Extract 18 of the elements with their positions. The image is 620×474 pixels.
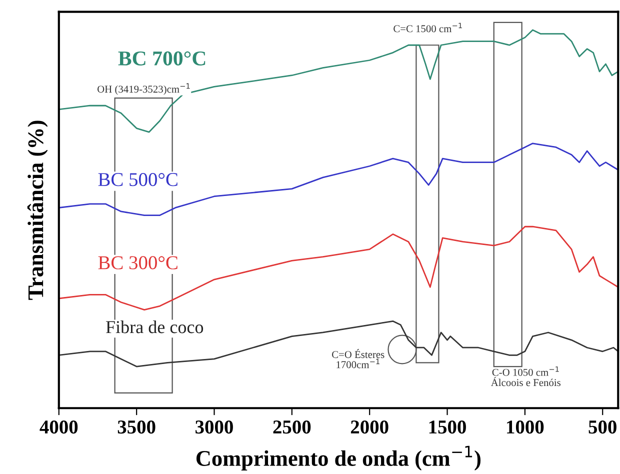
x-tick-label: 2000 bbox=[350, 420, 388, 434]
x-tick-label: 500 bbox=[588, 420, 616, 434]
annotation: C=C 1500 cm$^{−1}$ bbox=[394, 22, 462, 32]
x-tick-label: 1500 bbox=[429, 420, 466, 434]
x-tick-label: 1000 bbox=[507, 420, 544, 434]
annotation: C-O 1050 cm$^{−1}$ Álcoois e Fenóis bbox=[490, 366, 560, 386]
series-label: BC 700°C bbox=[118, 51, 206, 66]
series-label: Fibra de coco bbox=[106, 320, 204, 334]
x-tick-label: 4000 bbox=[40, 420, 78, 434]
series-label: BC 500°C bbox=[98, 172, 178, 186]
annotation: OH (3419-3523)cm$^{−1}$ bbox=[98, 83, 190, 95]
x-axis-title: Comprimento de onda (cm$^{−1}$) bbox=[196, 446, 480, 470]
annotation: C=O Ésteres 1700cm$^{−1}$ bbox=[332, 349, 384, 368]
x-tick-label: 2500 bbox=[273, 420, 311, 434]
y-axis-title: Transmitância (%) bbox=[27, 120, 48, 300]
series-label: BC 300°C bbox=[98, 256, 178, 270]
x-tick-label: 3000 bbox=[196, 420, 233, 434]
x-tick-label: 3500 bbox=[118, 420, 156, 434]
